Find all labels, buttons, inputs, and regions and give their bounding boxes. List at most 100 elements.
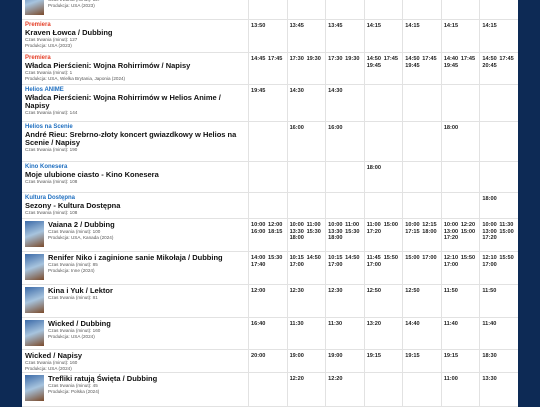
day-cell (248, 373, 287, 406)
showtime: 14:15 (482, 23, 497, 29)
showtime: 17:00 (443, 261, 459, 268)
showtime: 12:20 (328, 376, 343, 382)
movie-title: Moje ulubione ciasto - Kino Konesera (25, 170, 159, 179)
showtime: 19:00 (289, 353, 304, 359)
day-cell: 13:20 (363, 318, 403, 349)
day-cell: 14:50 17:45 20:45 (479, 53, 518, 84)
showtime: 17:45 (422, 56, 437, 62)
showtime: 12:30 (328, 288, 343, 294)
day-cell (479, 162, 518, 192)
day-cell: 15:00 17:00 (402, 252, 441, 284)
movie-info: Trefliki ratują Święta / Dubbing Czas trw… (22, 373, 248, 406)
movie-info: Vaiana 2 / Dubbing Czas trwania (minut): … (22, 219, 248, 251)
showtime: 17:30 (328, 56, 343, 62)
day-cell: 10:00 12:00 16:00 18:15 (248, 219, 287, 251)
movie-info: Wicked / Napisy Czas trwania (minut): 160… (22, 350, 248, 372)
showtime: 19:45 (443, 62, 459, 69)
day-cell (363, 0, 403, 19)
day-cell: 13:30 (479, 373, 518, 406)
showtime: 15:50 (460, 255, 476, 261)
showtime: 15:00 (499, 228, 514, 235)
day-cell: 19:45 (248, 85, 287, 121)
showtime: 17:00 (366, 261, 381, 268)
movie-poster (25, 0, 44, 15)
movie-label: Kultura Dostępna (25, 195, 76, 201)
movie-detail: Czas trwania (minut): 144 (25, 110, 78, 115)
day-cell (325, 162, 364, 192)
showtime: 19:00 (328, 353, 343, 359)
day-cell: 13:45 (286, 20, 326, 52)
day-cell (325, 193, 364, 218)
day-cell: 14:40 17:45 19:45 (440, 53, 480, 84)
day-cell: 12:10 15:50 17:00 (440, 252, 480, 284)
movie-detail: Czas trwania (minut): 160 (48, 328, 101, 333)
movie-row: Renifer Niko i zaginione sanie Mikołaja … (22, 252, 518, 285)
showtime: 12:30 (289, 288, 304, 294)
movie-detail: Produkcja: USA, Wielka Brytania, Japonia… (25, 75, 126, 81)
day-cell (248, 122, 287, 161)
day-cell (248, 0, 287, 19)
showtime: 18:00 (443, 125, 459, 131)
day-cell (286, 162, 326, 192)
showtime: 14:30 (328, 88, 343, 94)
showtime: 19:15 (366, 353, 381, 359)
movie-row: Trefliki ratują Święta / Dubbing Czas trw… (22, 373, 518, 407)
showtime: 20:45 (482, 62, 497, 69)
showtime: 11:30 (289, 321, 304, 327)
movie-title: Kina i Yuk / Lektor (48, 286, 113, 295)
day-cell: 11:50 (440, 285, 480, 317)
day-cell: 12:20 (286, 373, 326, 406)
day-cell: 12:30 (325, 285, 364, 317)
showtime: 11:00 (366, 222, 381, 228)
day-cell: 14:50 17:45 19:45 (402, 53, 441, 84)
day-cell: 12:50 (363, 285, 403, 317)
movie-title: Renifer Niko i zaginione sanie Mikołaja … (48, 253, 223, 262)
day-cell (248, 193, 287, 218)
showtime: 10:00 (443, 222, 459, 228)
showtime: 15:30 (268, 255, 283, 261)
movie-info: Renifer Niko i zaginione sanie Mikołaja … (22, 252, 248, 284)
movie-detail: Czas trwania (minut): 127 (25, 37, 78, 42)
showtime: 14:50 (306, 255, 321, 261)
showtime: 10:15 (328, 255, 343, 261)
showtime: 19:45 (366, 62, 381, 69)
movie-title: Kraven Łowca / Dubbing (25, 28, 113, 37)
showtime: 14:50 (405, 56, 420, 62)
movie-row: Wicked / Napisy Czas trwania (minut): 160… (22, 350, 518, 373)
movie-title: Sezony - Kultura Dostępna (25, 201, 121, 210)
day-cell: 10:00 11:00 13:30 15:30 18:00 (286, 219, 326, 251)
day-cell (479, 122, 518, 161)
day-cell: 13:45 (325, 20, 364, 52)
day-cell (440, 162, 480, 192)
day-cell (325, 0, 364, 19)
movie-info: Wicked / Dubbing Czas trwania (minut): 16… (22, 318, 248, 349)
movie-detail: Czas trwania (minut): 81 (48, 295, 98, 300)
day-cell: 18:00 (440, 122, 480, 161)
day-cell: 14:15 (363, 20, 403, 52)
day-cell (479, 85, 518, 121)
showtime: 12:50 (405, 288, 420, 294)
showtime: 17:00 (482, 261, 497, 268)
showtime: 14:40 (405, 321, 420, 327)
day-cell: 19:00 (286, 350, 326, 372)
showtime: 14:50 (482, 56, 497, 62)
day-cell (363, 193, 403, 218)
showtime: 13:45 (328, 23, 343, 29)
movie-text: Vaiana 2 / Dubbing Czas trwania (minut): … (48, 221, 245, 249)
day-cell: 11:40 (479, 318, 518, 349)
day-cell: 10:00 11:30 13:00 15:00 17:20 (479, 219, 518, 251)
movie-detail: Czas trwania (minut): 108 (25, 179, 78, 184)
showtime: 14:15 (405, 23, 420, 29)
showtime: 14:15 (366, 23, 381, 29)
day-cell (402, 162, 441, 192)
showtime: 14:00 (251, 255, 266, 261)
showtime: 12:00 (251, 288, 266, 294)
movie-info: Kino Konesera Moje ulubione ciasto - Kino… (22, 162, 248, 192)
showtime: 17:15 (405, 228, 420, 235)
movie-poster (25, 375, 44, 401)
day-cell (402, 122, 441, 161)
day-cell: 16:40 (248, 318, 287, 349)
movie-text: Wicked / Napisy Czas trwania (minut): 160… (25, 352, 245, 371)
